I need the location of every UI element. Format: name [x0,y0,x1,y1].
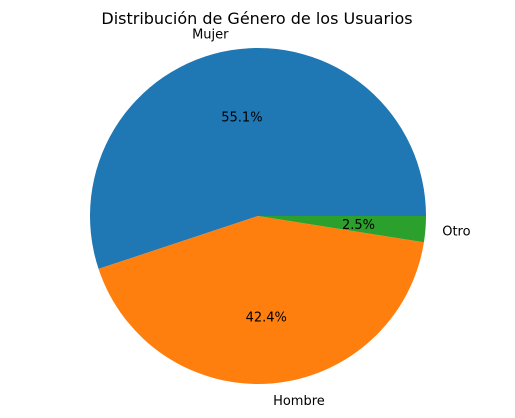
slice-percent-otro: 2.5% [342,218,375,233]
pie-slice-hombre [98,216,424,384]
slice-percent-mujer: 55.1% [221,110,262,125]
pie-slice-otro [258,216,426,243]
slice-percent-hombre: 42.4% [246,310,287,325]
chart-title: Distribución de Género de los Usuarios [101,9,412,28]
slice-label-otro: Otro [442,224,470,239]
slice-label-mujer: Mujer [192,28,229,43]
pie-labels: Mujer 55.1% Hombre 42.4% Otro 2.5% [192,28,471,410]
slice-label-hombre: Hombre [273,394,325,409]
pie-slices [90,48,426,384]
pie-slice-mujer [90,48,426,269]
